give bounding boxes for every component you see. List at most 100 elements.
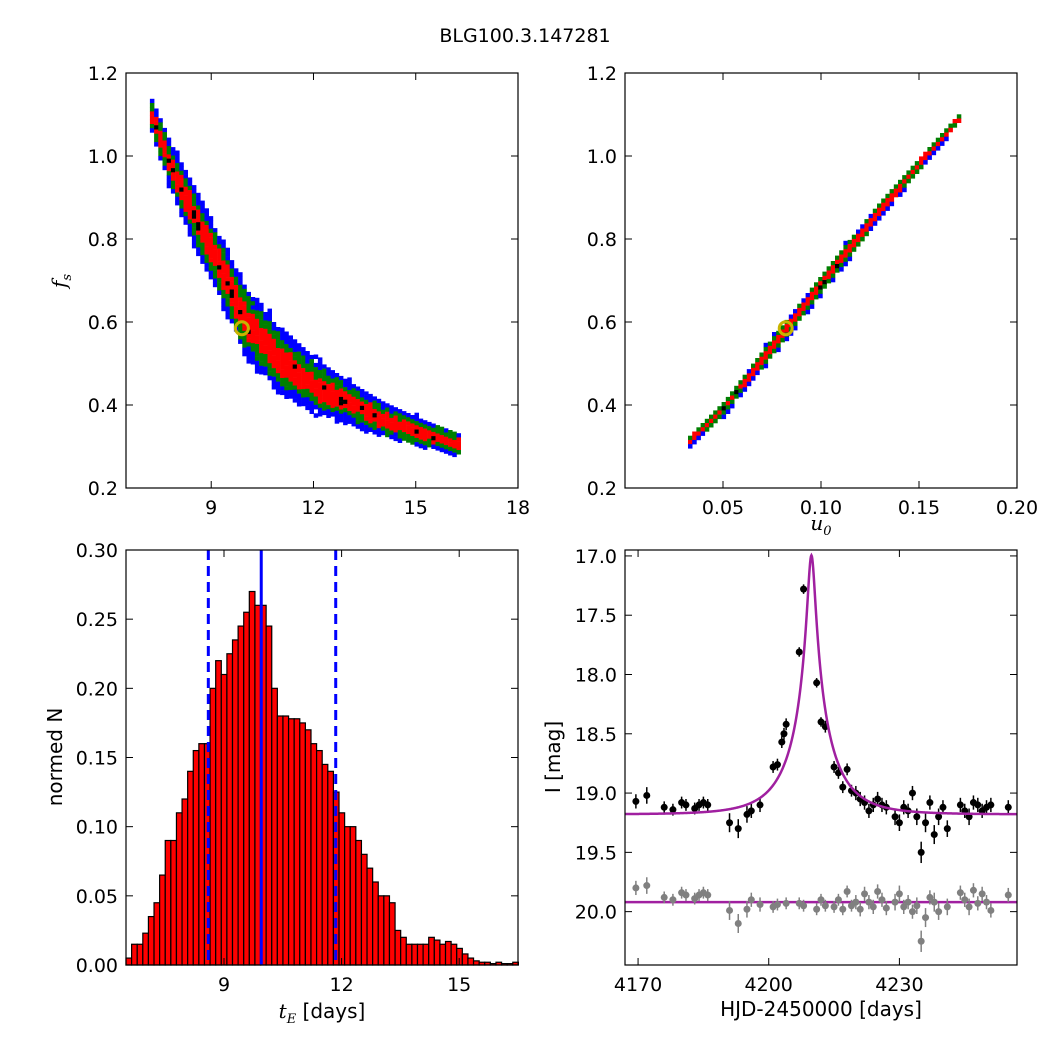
posterior-cell-middle <box>309 363 314 368</box>
posterior-cell-inner <box>301 384 306 390</box>
posterior-cell-inner <box>221 260 226 265</box>
x-tick-label: 4170 <box>614 974 662 996</box>
posterior-cell-inner <box>860 228 865 233</box>
posterior-cell-inner <box>759 356 764 362</box>
y-tick-label: 0.25 <box>76 609 118 631</box>
posterior-cell-inner <box>889 193 895 198</box>
posterior-cell-middle <box>385 407 390 412</box>
posterior-cell-inner <box>242 322 247 327</box>
posterior-cell-outer <box>246 291 251 297</box>
posterior-cell-inner <box>246 312 251 318</box>
posterior-cell-outer <box>326 371 331 376</box>
model-curve <box>625 552 1017 816</box>
posterior-cell-inner <box>296 372 302 378</box>
posterior-cell-inner <box>208 258 214 263</box>
posterior-cell-inner <box>208 232 214 238</box>
posterior-cell-outer <box>322 364 327 369</box>
posterior-cell-middle <box>154 133 159 139</box>
posterior-cell-inner <box>250 326 256 331</box>
posterior-cell-middle <box>259 323 264 329</box>
posterior-cell-middle <box>149 124 155 129</box>
posterior-cell-outer <box>830 277 836 283</box>
posterior-cell-inner <box>448 442 453 448</box>
posterior-cell-outer <box>418 443 424 449</box>
posterior-cell-inner <box>296 364 302 369</box>
histogram-bar <box>444 940 452 966</box>
residual-point <box>747 896 755 904</box>
posterior-cell-outer <box>238 339 243 344</box>
data-point <box>780 730 788 738</box>
posterior-cell-outer <box>439 447 445 453</box>
posterior-cell-inner <box>893 188 899 194</box>
posterior-cell-outer <box>847 256 853 262</box>
histogram-bar <box>147 915 155 966</box>
posterior-cell-inner <box>187 190 193 195</box>
posterior-cell-inner <box>406 429 411 435</box>
posterior-cell-inner <box>208 245 214 250</box>
posterior-cell-inner <box>847 248 853 253</box>
posterior-cell-inner <box>267 338 272 343</box>
posterior-cell-middle <box>452 448 457 453</box>
posterior-cell-inner <box>923 151 928 157</box>
posterior-cell-inner <box>422 437 428 442</box>
posterior-cell-inner <box>162 148 167 154</box>
posterior-cell-inner <box>149 111 155 116</box>
posterior-cell-middle <box>826 266 832 271</box>
posterior-cell-middle <box>826 278 832 284</box>
histogram-bar <box>220 673 228 966</box>
posterior-cell-middle <box>229 314 235 320</box>
posterior-cell-outer <box>322 410 327 416</box>
posterior-cell-outer <box>376 432 382 437</box>
posterior-cell-outer <box>305 401 310 406</box>
posterior-cell-middle <box>410 436 415 441</box>
posterior-cell-inner <box>204 237 209 243</box>
residual-point <box>782 899 790 907</box>
posterior-cell-inner <box>931 146 937 151</box>
posterior-cell-middle <box>780 325 785 330</box>
posterior-cell-middle <box>280 382 285 387</box>
posterior-cell-middle <box>170 155 176 160</box>
posterior-cell-inner <box>334 402 340 407</box>
posterior-cell-outer <box>254 306 260 311</box>
posterior-cell-inner <box>376 419 382 425</box>
posterior-cell-middle <box>721 402 727 407</box>
posterior-cell-middle <box>351 392 356 397</box>
residual-point <box>969 886 977 894</box>
posterior-cell-outer <box>175 154 180 160</box>
posterior-cell-inner <box>284 352 289 357</box>
posterior-cell-outer <box>175 200 180 206</box>
posterior-cell-middle <box>704 418 710 424</box>
posterior-cell-outer <box>414 416 419 422</box>
posterior-cell-middle <box>296 360 302 365</box>
x-tick-label: 12 <box>301 497 325 519</box>
posterior-cell-inner <box>301 376 306 381</box>
posterior-cell-outer <box>267 308 272 314</box>
posterior-cell-inner <box>179 183 184 188</box>
histogram-bar <box>405 943 413 966</box>
posterior-cell-middle <box>851 234 857 240</box>
posterior-cell-inner <box>288 356 293 361</box>
posterior-cell-middle <box>877 203 882 208</box>
posterior-cell-middle <box>162 157 167 162</box>
posterior-cell-outer <box>872 221 878 226</box>
posterior-cell-outer <box>746 381 752 387</box>
posterior-cell-inner <box>418 435 424 440</box>
posterior-cell-middle <box>734 394 739 399</box>
posterior-cell-middle <box>885 193 890 199</box>
residual-point <box>830 903 838 911</box>
posterior-cell-middle <box>401 436 407 441</box>
posterior-cell-middle <box>372 404 377 410</box>
posterior-cell-middle <box>418 439 424 445</box>
posterior-cell-outer <box>187 177 193 182</box>
posterior-cell-outer <box>200 259 205 264</box>
residual-point <box>926 893 934 901</box>
posterior-cell-middle <box>280 344 285 349</box>
histogram-bar <box>315 749 323 966</box>
posterior-cell-outer <box>389 405 394 410</box>
posterior-cell-middle <box>149 107 155 112</box>
posterior-cell-inner <box>784 324 790 329</box>
posterior-cell-middle <box>376 403 382 408</box>
data-point <box>830 763 838 771</box>
posterior-cell-middle <box>725 396 731 402</box>
posterior-cell-inner <box>305 376 310 381</box>
